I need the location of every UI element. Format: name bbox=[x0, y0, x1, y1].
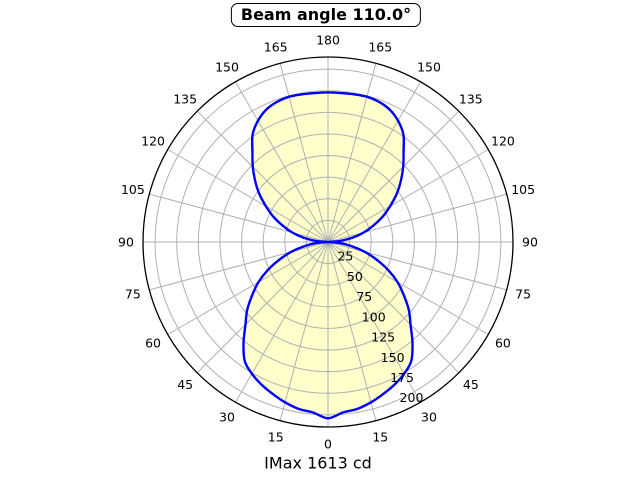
polar-grid-spoke bbox=[279, 241, 329, 421]
angle-tick-label: 60 bbox=[495, 335, 511, 350]
polar-grid-spoke bbox=[327, 241, 489, 335]
polar-grid-spoke bbox=[327, 193, 507, 243]
angle-tick-label: 75 bbox=[125, 287, 141, 302]
angle-tick-label: 150 bbox=[215, 59, 239, 74]
radial-tick-label: 200 bbox=[400, 390, 424, 405]
imax-label: IMax 1613 cd bbox=[264, 453, 372, 473]
angle-tick-label: 105 bbox=[121, 182, 145, 197]
polar-grid-spoke bbox=[327, 63, 377, 243]
polar-grid-spoke bbox=[149, 193, 329, 243]
angle-tick-label: 150 bbox=[417, 59, 441, 74]
polar-grid-spoke bbox=[327, 241, 377, 421]
angle-tick-label: 135 bbox=[173, 92, 197, 107]
polar-grid-spoke bbox=[167, 149, 329, 243]
angle-tick-label: 75 bbox=[515, 287, 531, 302]
polar-grid-spoke bbox=[327, 241, 507, 291]
angle-tick-label: 45 bbox=[177, 377, 193, 392]
angle-tick-label: 165 bbox=[264, 39, 288, 54]
polar-axis-boundary bbox=[142, 56, 514, 428]
radial-tick-label: 150 bbox=[381, 350, 405, 365]
beam-lobe-outline bbox=[242, 91, 414, 420]
polar-grid-spoke bbox=[279, 63, 329, 243]
angle-tick-label: 90 bbox=[522, 234, 538, 249]
polar-grid-spoke bbox=[235, 241, 329, 403]
angle-tick-label: 15 bbox=[268, 429, 284, 444]
angle-tick-label: 180 bbox=[316, 32, 340, 47]
angle-tick-label: 15 bbox=[372, 429, 388, 444]
polar-grid-spoke bbox=[327, 81, 421, 243]
angle-tick-label: 60 bbox=[145, 335, 161, 350]
radial-tick-label: 25 bbox=[337, 249, 353, 264]
angle-tick-label: 30 bbox=[421, 409, 437, 424]
angle-tick-label: 120 bbox=[491, 133, 515, 148]
angle-tick-label: 30 bbox=[219, 409, 235, 424]
angle-tick-label: 120 bbox=[141, 133, 165, 148]
polar-grid-spoke bbox=[167, 241, 329, 335]
polar-grid-spoke bbox=[327, 110, 460, 243]
polar-grid-spoke bbox=[149, 241, 329, 291]
polar-grid-spoke bbox=[235, 81, 329, 243]
polar-grid-spoke bbox=[327, 241, 421, 403]
radial-tick-label: 100 bbox=[362, 309, 386, 324]
angle-tick-label: 105 bbox=[511, 182, 535, 197]
radial-tick-label: 125 bbox=[371, 330, 395, 345]
angle-tick-label: 45 bbox=[463, 377, 479, 392]
chart-title: Beam angle 110.0° bbox=[230, 3, 422, 27]
radial-tick-label: 175 bbox=[390, 370, 414, 385]
radial-tick-label: 75 bbox=[356, 289, 372, 304]
angle-tick-label: 165 bbox=[368, 39, 392, 54]
polar-grid-spoke bbox=[327, 149, 489, 243]
polar-grid-spoke bbox=[196, 241, 329, 374]
angle-tick-label: 0 bbox=[324, 436, 332, 451]
radial-tick-label: 50 bbox=[347, 269, 363, 284]
angle-tick-label: 135 bbox=[459, 92, 483, 107]
angle-tick-label: 90 bbox=[118, 234, 134, 249]
polar-grid-spoke bbox=[196, 110, 329, 243]
polar-grid-spoke bbox=[327, 241, 460, 374]
